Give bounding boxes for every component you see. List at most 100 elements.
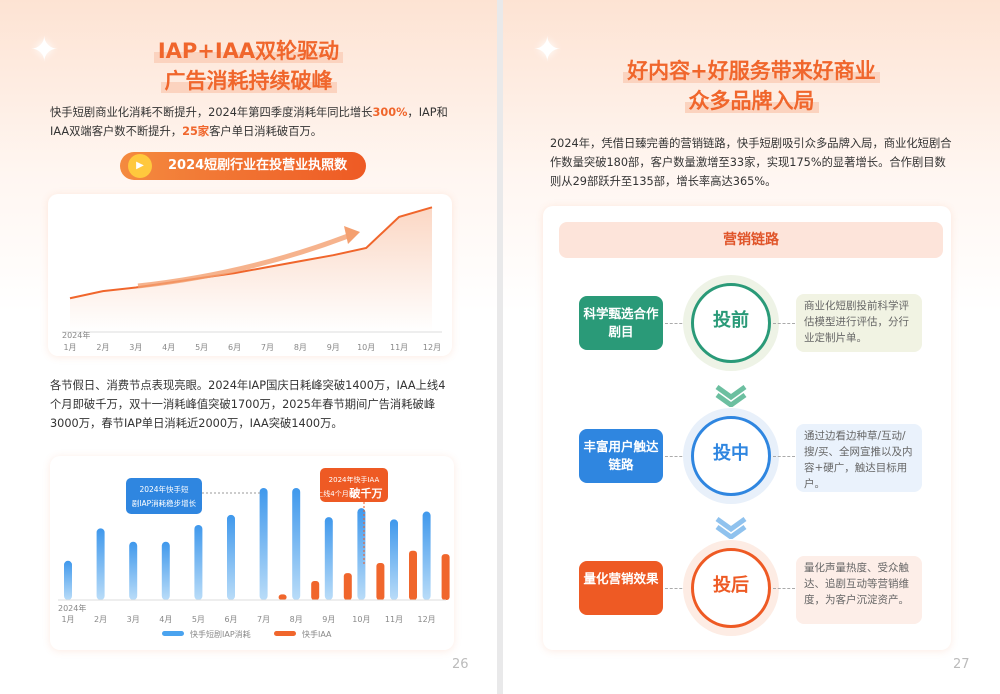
- x-tick-label: 1月: [63, 343, 76, 352]
- chart-title-pill: ▶ 2024短剧行业在投营业执照数: [120, 152, 366, 180]
- arrow-head-icon: [344, 226, 360, 244]
- intro-text-3: 客户单日消耗破百万。: [209, 125, 323, 138]
- x-tick-label: 7月: [261, 343, 274, 352]
- connector: [665, 588, 687, 589]
- x-tick-label: 12月: [423, 343, 441, 352]
- title-line-2: 众多品牌入局: [684, 89, 819, 113]
- x-tick-label: 6月: [228, 343, 241, 352]
- bar-iap: [324, 517, 333, 600]
- highlight-25: 25家: [182, 125, 210, 138]
- x-tick-label: 4月: [159, 615, 172, 624]
- x-tick-label: 1月: [61, 615, 74, 624]
- page-right: ✦ 好内容+好服务带来好商业 众多品牌入局 2024年，凭借日臻完善的营销链路，快…: [503, 0, 1000, 694]
- legend-label-iap: 快手短剧IAP消耗: [190, 629, 251, 639]
- bar-chart-card: 1月 2月 3月 4月 5月 6月 7月 8月 9月 10月 11月 12月 2024年 2024年快手短…: [50, 456, 454, 650]
- bar-iap: [161, 541, 170, 600]
- title-line-2: 广告消耗持续破峰: [160, 69, 337, 93]
- x-tick-label: 8月: [294, 343, 307, 352]
- connector: [773, 456, 795, 457]
- stage-pre-desc: 商业化短剧投前科学评估模型进行评估，分行业定制片单。: [796, 294, 922, 352]
- page-left: ✦ IAP+IAA双轮驱动 广告消耗持续破峰 快手短剧商业化消耗不断提升，2024…: [0, 0, 497, 694]
- annotation-iaa-emph: 破千万: [350, 486, 383, 500]
- stage-post-desc: 量化声量热度、受众触达、追剧互动等营销维度，为客户沉淀资产。: [796, 556, 922, 624]
- bar-iap: [422, 511, 431, 600]
- stage-mid-label: 丰富用户触达链路: [579, 429, 663, 483]
- x-tick-label: 12月: [418, 615, 436, 624]
- x-tick-label: 9月: [322, 615, 335, 624]
- x-tick-label: 10月: [357, 343, 375, 352]
- stage-mid-circle: 投中: [691, 416, 771, 496]
- x-tick-label: 6月: [224, 615, 237, 624]
- x-tick-label: 9月: [327, 343, 340, 352]
- annotation-iaa-text: 上线4个月即: [316, 489, 355, 498]
- stage-pre-circle: 投前: [691, 283, 771, 363]
- x-tick-label: 10月: [352, 615, 370, 624]
- intro-text: 快手短剧商业化消耗不断提升，2024年第四季度消耗年同比增长: [50, 106, 373, 119]
- bar-iap: [129, 541, 138, 600]
- x-tick-label: 11月: [385, 615, 403, 624]
- year-label: 2024年: [62, 330, 90, 340]
- page-title: IAP+IAA双轮驱动 广告消耗持续破峰: [0, 36, 497, 96]
- x-tick-label: 3月: [127, 615, 140, 624]
- bar-iap: [357, 508, 366, 600]
- page-number: 26: [452, 657, 469, 672]
- line-chart-card: 2024年 1月 2月 3月 4月 5月 6月 7月 8月 9月 10月 11月 12月: [48, 194, 452, 356]
- annotation-iaa-text: 2024年快手IAA: [329, 475, 380, 484]
- holiday-paragraph: 各节假日、消费节点表现亮眼。2024年IAP国庆日耗峰突破1400万，IAA上线…: [50, 379, 446, 430]
- annotation-iap-text: 剧IAP消耗稳步增长: [132, 498, 197, 508]
- connector: [773, 588, 795, 589]
- bar-iap: [194, 524, 203, 600]
- sparkle-icon: ✦: [533, 30, 562, 70]
- bar-iaa: [311, 580, 320, 600]
- trend-line: [69, 206, 433, 300]
- chain-title: 营销链路: [559, 222, 943, 258]
- stage-pre-label: 科学甄选合作剧目: [579, 296, 663, 350]
- bar-iap: [64, 560, 72, 600]
- chevron-down-icon: [715, 517, 747, 539]
- connector: [773, 323, 795, 324]
- line-chart: 2024年 1月 2月 3月 4月 5月 6月 7月 8月 9月 10月 11月 12月: [62, 206, 442, 352]
- bar-iaa: [441, 554, 450, 600]
- legend-swatch-iap: [162, 631, 184, 636]
- chevron-down-icon: [715, 385, 747, 407]
- year-label: 2024年: [58, 603, 86, 613]
- annotation-iap-box: [126, 478, 202, 514]
- page-title: 好内容+好服务带来好商业 众多品牌入局: [503, 56, 1000, 116]
- intro-paragraph: 快手短剧商业化消耗不断提升，2024年第四季度消耗年同比增长300%，IAP和I…: [50, 103, 450, 141]
- stage-post-circle: 投后: [691, 548, 771, 628]
- title-line-1: 好内容+好服务带来好商业: [623, 59, 880, 83]
- page-number: 27: [953, 657, 970, 672]
- sparkle-icon: ✦: [30, 30, 59, 70]
- bar-iaa: [409, 550, 417, 600]
- x-tick-label: 5月: [192, 615, 205, 624]
- title-line-1: IAP+IAA双轮驱动: [153, 39, 344, 63]
- annotation-iaa-box: [320, 468, 388, 502]
- x-tick-label: 2月: [94, 615, 107, 624]
- bar-iap: [96, 528, 105, 600]
- x-tick-label: 11月: [390, 343, 408, 352]
- x-tick-label: 5月: [195, 343, 208, 352]
- pill-label: 2024短剧行业在投营业执照数: [168, 158, 348, 173]
- line-area: [70, 207, 432, 332]
- annotation-iap-text: 2024年快手短: [139, 484, 189, 494]
- bar-iap: [292, 488, 301, 600]
- stage-post-label: 量化营销效果: [579, 561, 663, 615]
- connector: [665, 323, 687, 324]
- highlight-300: 300%: [372, 106, 408, 119]
- bar-chart: 1月 2月 3月 4月 5月 6月 7月 8月 9月 10月 11月 12月 2024年 2024年快手短…: [58, 468, 450, 639]
- bar-iap: [227, 514, 235, 600]
- legend-label-iaa: 快手IAA: [302, 629, 332, 639]
- x-tick-label: 2月: [96, 343, 109, 352]
- bar-iap: [259, 488, 268, 600]
- bar-iaa: [376, 563, 385, 600]
- intro-text-2: ，IAP和IAA双端客户数不断提升，: [50, 106, 448, 138]
- play-icon: ▶: [128, 154, 152, 178]
- x-tick-label: 8月: [290, 615, 303, 624]
- brand-paragraph: 2024年，凭借日臻完善的营销链路，快手短剧吸引众多品牌入局，商业化短剧合作数量…: [550, 137, 952, 188]
- trend-arrow: [137, 233, 349, 289]
- x-tick-label: 3月: [129, 343, 142, 352]
- legend-swatch-iaa: [274, 631, 296, 636]
- connector: [665, 456, 687, 457]
- bar-iaa: [278, 594, 287, 600]
- stage-mid-desc: 通过边看边种草/互动/搜/买、全网宣推以及内容+硬广，触达目标用户。: [796, 424, 922, 492]
